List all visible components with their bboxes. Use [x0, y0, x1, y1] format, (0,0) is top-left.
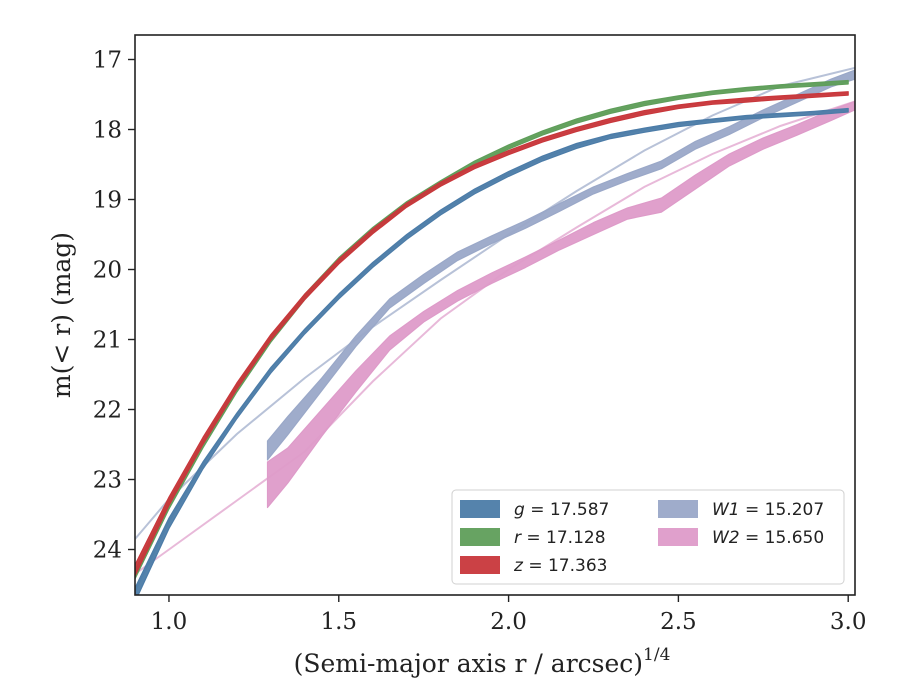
x-tick-label: 2.5 — [660, 609, 697, 635]
series-band-g — [135, 107, 849, 595]
series-model-w2 — [135, 100, 855, 575]
y-tick-label: 18 — [93, 118, 122, 144]
legend-swatch-g — [460, 500, 500, 518]
axes-layer: 1.0 1.5 2.0 2.5 3.0 17 18 19 20 21 22 23 24 — [93, 48, 867, 636]
y-tick-label: 22 — [93, 398, 122, 424]
x-axis-exponent: 1/4 — [643, 645, 670, 665]
series-band-w2 — [266, 100, 855, 509]
y-axis-label: m(< r) (mag) — [47, 232, 76, 398]
x-tick-label: 2.0 — [490, 609, 527, 635]
data-layer — [135, 66, 855, 595]
legend-label-g: g = 17.587 — [514, 500, 609, 520]
y-tick-label: 21 — [93, 328, 122, 354]
series-band-z — [135, 91, 849, 577]
legend-swatch-z — [460, 556, 500, 574]
legend-swatch-r — [460, 528, 500, 546]
x-tick-label: 1.5 — [320, 609, 357, 635]
y-tick-label: 20 — [93, 258, 122, 284]
legend-box — [451, 489, 845, 585]
legend: g = 17.587 r = 17.128 z = 17.363 W1 = 15.20… — [451, 489, 845, 585]
series-band-w1 — [266, 69, 855, 461]
y-tick-label: 24 — [93, 538, 122, 564]
x-axis-title: (Semi-major axis r / arcsec)1/4 — [294, 645, 671, 678]
y-tick-label: 17 — [93, 48, 122, 74]
legend-label-w2: W2 = 15.650 — [712, 528, 824, 548]
legend-label-r: r = 17.128 — [514, 528, 606, 548]
x-tick-label: 3.0 — [830, 609, 867, 635]
legend-swatch-w2 — [658, 528, 698, 546]
svg-text:(Semi-major axis r / arcsec)1/: (Semi-major axis r / arcsec)1/4 — [294, 645, 671, 678]
x-tick-label: 1.0 — [151, 609, 188, 635]
y-tick-label: 19 — [93, 188, 122, 214]
x-axis-label: (Semi-major axis r / arcsec) — [294, 649, 643, 678]
legend-swatch-w1 — [658, 500, 698, 518]
series-model-w1 — [135, 66, 855, 540]
plot-frame — [134, 34, 856, 596]
y-tick-label: 23 — [93, 468, 122, 494]
legend-label-z: z = 17.363 — [513, 556, 607, 576]
legend-label-w1: W1 = 15.207 — [712, 500, 824, 520]
